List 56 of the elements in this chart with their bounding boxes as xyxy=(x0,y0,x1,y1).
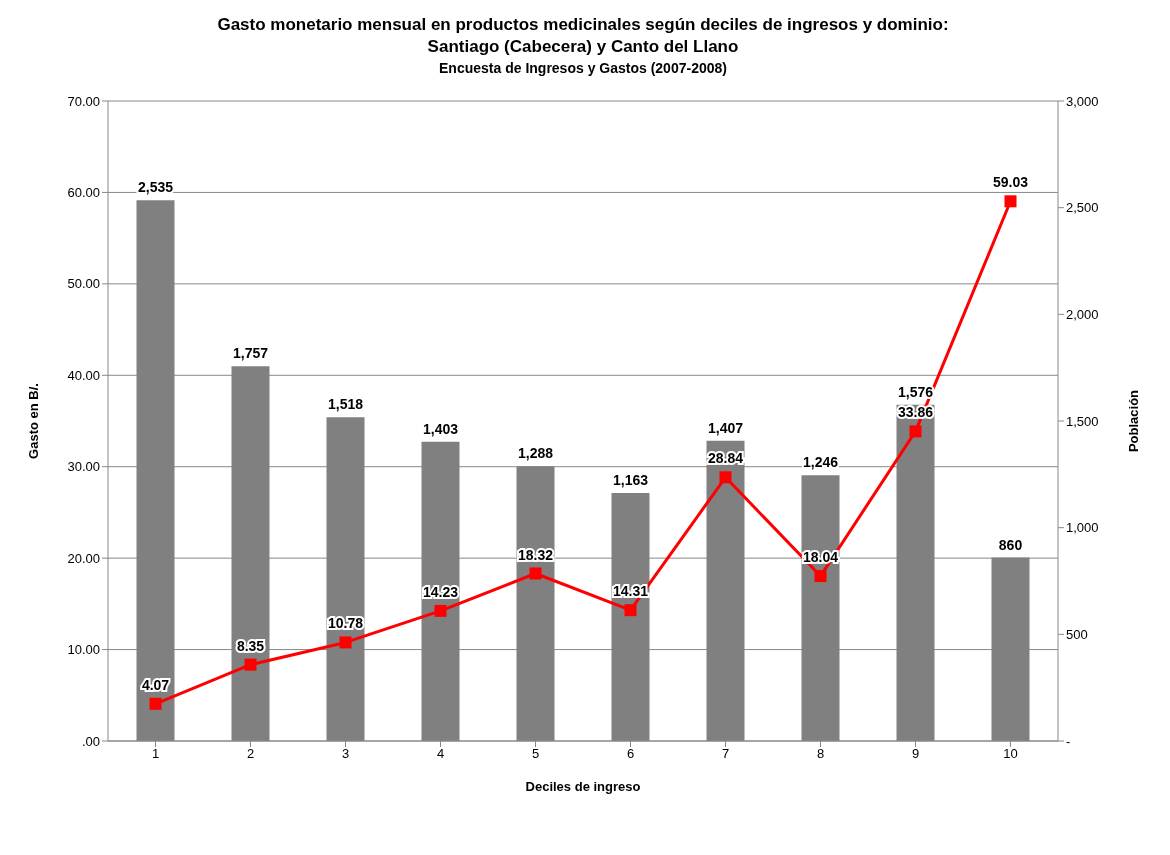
point xyxy=(434,604,447,617)
data-label: 8.35 xyxy=(236,637,265,654)
y-tick-label: 20.00 xyxy=(67,550,100,566)
data-label: 4.07 xyxy=(141,676,170,693)
y2-tick-label: 1,000 xyxy=(1066,520,1099,536)
point xyxy=(529,567,542,580)
y-axis-title: Gasto en B/. xyxy=(25,383,41,459)
data-label: 1,163 xyxy=(612,471,649,488)
y-tick-label: 30.00 xyxy=(67,459,100,475)
y2-tick-label: 2,000 xyxy=(1066,306,1099,322)
data-label: 28.84 xyxy=(707,450,744,467)
y-tick-label: 50.00 xyxy=(67,276,100,292)
point xyxy=(814,570,827,583)
y-tick-label: 10.00 xyxy=(67,642,100,658)
point xyxy=(149,697,162,710)
x-tick-label: 5 xyxy=(531,746,540,762)
y2-tick-label: 1,500 xyxy=(1066,413,1099,429)
point xyxy=(909,425,922,438)
data-label: 1,518 xyxy=(327,396,364,413)
data-label: 1,757 xyxy=(232,345,269,362)
data-label: 860 xyxy=(998,536,1023,553)
x-tick-label: 10 xyxy=(1003,746,1018,762)
y2-tick-label: 3,000 xyxy=(1066,93,1099,109)
point xyxy=(624,604,637,617)
x-tick-label: 7 xyxy=(721,746,730,762)
y-tick-label: 40.00 xyxy=(67,367,100,383)
chart-subtitle: Encuesta de Ingresos y Gastos (2007-2008) xyxy=(438,60,728,76)
x-tick-label: 1 xyxy=(151,746,160,762)
x-tick-label: 4 xyxy=(436,746,445,762)
y-tick-label: 60.00 xyxy=(67,185,100,201)
data-label: 1,246 xyxy=(802,454,839,471)
point xyxy=(719,471,732,484)
y2-tick-label: - xyxy=(1066,733,1071,749)
data-label: 59.03 xyxy=(992,174,1029,191)
data-label: 2,535 xyxy=(137,179,174,196)
chart-title: Gasto monetario mensual en productos medicinales según deciles de ingresos y dominio: Santiago (Cabecera) y Canto del Llano xyxy=(216,14,950,58)
x-axis-title: Deciles de ingreso xyxy=(525,779,641,794)
point xyxy=(339,636,352,649)
data-label: 10.78 xyxy=(327,615,364,632)
x-tick-label: 9 xyxy=(911,746,920,762)
data-label: 14.23 xyxy=(422,583,459,600)
y2-tick-label: 2,500 xyxy=(1066,200,1099,216)
data-label: 1,288 xyxy=(517,445,554,462)
point xyxy=(1004,195,1017,208)
point xyxy=(244,658,257,671)
x-tick-label: 8 xyxy=(816,746,825,762)
y2-axis-title: Población xyxy=(1125,389,1141,453)
x-tick-label: 6 xyxy=(626,746,635,762)
y-tick-label: 70.00 xyxy=(67,93,100,109)
data-label: 1,407 xyxy=(707,419,744,436)
data-label: 18.32 xyxy=(517,546,554,563)
y2-tick-label: 500 xyxy=(1066,626,1088,642)
x-tick-label: 2 xyxy=(246,746,255,762)
y-tick-label: .00 xyxy=(81,733,100,749)
data-label: 1,403 xyxy=(422,420,459,437)
x-tick-label: 3 xyxy=(341,746,350,762)
